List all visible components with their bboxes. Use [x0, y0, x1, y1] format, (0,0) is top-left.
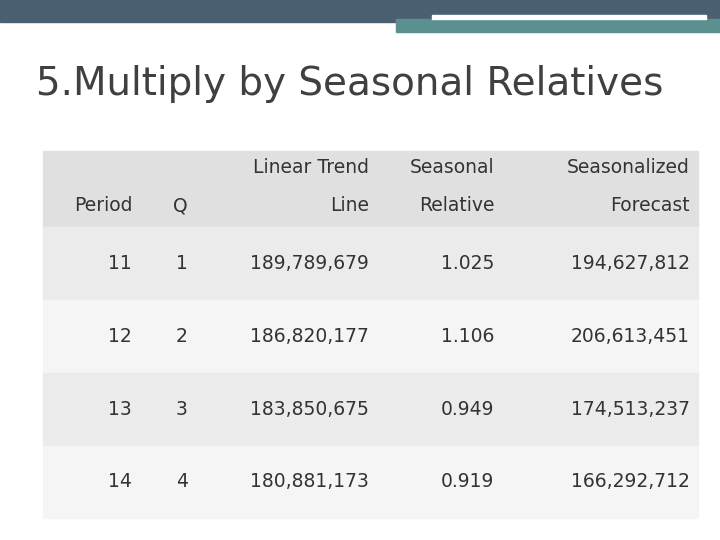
Text: 11: 11 [109, 254, 132, 273]
Text: 13: 13 [109, 400, 132, 419]
Text: 206,613,451: 206,613,451 [571, 327, 690, 346]
Text: Line: Line [330, 196, 369, 215]
Text: 0.919: 0.919 [441, 472, 495, 491]
Text: 174,513,237: 174,513,237 [571, 400, 690, 419]
Text: 5.Multiply by Seasonal Relatives: 5.Multiply by Seasonal Relatives [36, 65, 663, 103]
Text: Relative: Relative [419, 196, 495, 215]
Text: 189,789,679: 189,789,679 [251, 254, 369, 273]
Text: Seasonal: Seasonal [410, 158, 495, 177]
Text: 12: 12 [109, 327, 132, 346]
Text: 194,627,812: 194,627,812 [571, 254, 690, 273]
Text: 4: 4 [176, 472, 188, 491]
Text: 183,850,675: 183,850,675 [251, 400, 369, 419]
Text: Linear Trend: Linear Trend [253, 158, 369, 177]
Text: 14: 14 [108, 472, 132, 491]
Text: 1.106: 1.106 [441, 327, 495, 346]
Text: Seasonalized: Seasonalized [567, 158, 690, 177]
Text: Forecast: Forecast [610, 196, 690, 215]
Text: 2: 2 [176, 327, 188, 346]
Text: 186,820,177: 186,820,177 [251, 327, 369, 346]
Text: 3: 3 [176, 400, 188, 419]
Text: Period: Period [73, 196, 132, 215]
Text: 0.949: 0.949 [441, 400, 495, 419]
Text: 1.025: 1.025 [441, 254, 495, 273]
Text: Q: Q [174, 196, 188, 215]
Text: 166,292,712: 166,292,712 [571, 472, 690, 491]
Text: 180,881,173: 180,881,173 [251, 472, 369, 491]
Text: 1: 1 [176, 254, 188, 273]
